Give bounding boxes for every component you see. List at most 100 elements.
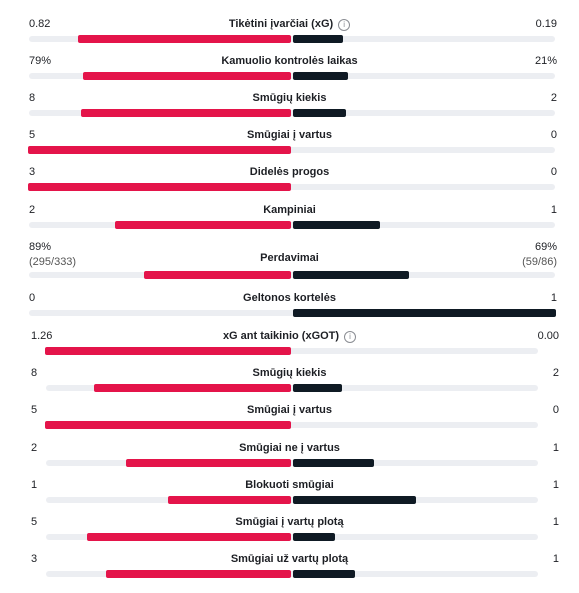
home-bar [78, 35, 291, 43]
stat-row: Geltonos kortelės 0 1 [0, 292, 579, 332]
away-value: 1 [552, 479, 559, 491]
stat-label: Smūgiai į vartų plotą [0, 516, 579, 529]
stat-row: Smūgiai ne į vartus 2 1 [0, 442, 579, 482]
home-bar [126, 459, 291, 467]
stat-track [29, 73, 555, 79]
home-value: 5 [31, 404, 38, 416]
stat-track [46, 422, 538, 428]
away-bar [293, 496, 416, 504]
stat-track [29, 222, 555, 228]
away-value: 1 [552, 553, 559, 565]
stat-label-text: Smūgiai ne į vartus [239, 442, 340, 454]
stat-track [29, 272, 555, 278]
stat-track [46, 385, 538, 391]
stat-label: Didelės progos [0, 166, 579, 179]
away-value: 1 [552, 442, 559, 454]
stat-row: Didelės progos 3 0 [0, 166, 579, 206]
away-value: 0 [550, 166, 557, 178]
away-bar [293, 309, 556, 317]
home-value: 8 [29, 92, 36, 104]
home-bar [45, 421, 291, 429]
away-value: 0.19 [535, 18, 557, 30]
home-bar [144, 271, 291, 279]
stat-label: Geltonos kortelės [0, 292, 579, 305]
home-value: 0 [29, 292, 36, 304]
stat-label-text: Smūgiai į vartų plotą [235, 516, 344, 528]
stat-track [46, 497, 538, 503]
away-value: 1 [550, 292, 557, 304]
home-value: 0.82 [29, 18, 51, 30]
away-value: 2 [552, 367, 559, 379]
stat-row: Smūgiai už vartų plotą 3 1 [0, 553, 579, 593]
stat-row: Smūgiai į vartų plotą 5 1 [0, 516, 579, 556]
stat-row: Blokuoti smūgiai 1 1 [0, 479, 579, 519]
stat-label: Kampiniai [0, 204, 579, 217]
stat-label-text: Smūgiai į vartus [247, 404, 332, 416]
info-icon[interactable]: i [344, 331, 357, 343]
home-bar [45, 347, 291, 355]
away-bar [293, 384, 342, 392]
stat-row: xG ant taikinio (xGOT) i 1.26 0.00 [0, 330, 579, 370]
stat-label-text: Blokuoti smūgiai [245, 479, 334, 491]
stat-label: Smūgiai į vartus [0, 129, 579, 142]
stat-label-text: Smūgiai už vartų plotą [230, 553, 349, 565]
stat-track [29, 310, 555, 316]
away-bar [293, 109, 346, 117]
stat-row: Smūgių kiekis 8 2 [0, 367, 579, 407]
stat-track [46, 460, 538, 466]
stat-label-text: Smūgiai į vartus [247, 129, 332, 141]
home-bar [28, 183, 291, 191]
stat-label: Smūgių kiekis [0, 367, 579, 380]
away-value: 0 [552, 404, 559, 416]
stat-label: Smūgiai į vartus [0, 404, 579, 417]
away-subvalue: (59/86) [522, 256, 557, 268]
stat-row: Smūgiai į vartus 5 0 [0, 129, 579, 169]
stat-track [46, 571, 538, 577]
stat-track [46, 348, 538, 354]
stat-label-text: Smūgių kiekis [252, 367, 327, 379]
home-bar [83, 72, 291, 80]
info-icon[interactable]: i [338, 19, 351, 31]
stat-track [29, 184, 555, 190]
stat-row: Perdavimai 89% 69% (295/333) (59/86) [0, 241, 579, 281]
stat-row: Smūgių kiekis 8 2 [0, 92, 579, 132]
home-value: 8 [31, 367, 38, 379]
home-value: 1.26 [31, 330, 53, 342]
home-bar [168, 496, 291, 504]
home-value: 3 [29, 166, 36, 178]
stat-label-text: Kamuolio kontrolės laikas [221, 55, 358, 67]
home-value: 2 [31, 442, 38, 454]
home-value: 1 [31, 479, 38, 491]
stat-label-text: Perdavimai [260, 252, 319, 264]
stat-label: Smūgiai už vartų plotą [0, 553, 579, 566]
stat-label-text: Geltonos kortelės [243, 292, 336, 304]
stat-label-text: Didelės progos [249, 166, 330, 178]
stat-track [29, 36, 555, 42]
away-value: 1 [550, 204, 557, 216]
home-value: 89% [29, 241, 52, 253]
away-bar [293, 221, 380, 229]
home-value: 3 [31, 553, 38, 565]
stat-row: Kamuolio kontrolės laikas 79% 21% [0, 55, 579, 95]
stat-track [29, 110, 555, 116]
stat-label: Tikėtini įvarčiai (xG) i [0, 18, 579, 31]
home-bar [106, 570, 291, 578]
home-bar [94, 384, 291, 392]
stat-track [46, 534, 538, 540]
away-bar [293, 570, 355, 578]
stat-label: Smūgiai ne į vartus [0, 442, 579, 455]
home-value: 5 [31, 516, 38, 528]
away-value: 21% [534, 55, 557, 67]
away-bar [293, 459, 374, 467]
away-value: 2 [550, 92, 557, 104]
stat-label-text: Smūgių kiekis [252, 92, 327, 104]
away-value: 69% [534, 241, 557, 253]
stat-label: Smūgių kiekis [0, 92, 579, 105]
stat-label: Perdavimai [0, 252, 579, 265]
away-bar [293, 271, 409, 279]
away-value: 0 [550, 129, 557, 141]
away-value: 1 [552, 516, 559, 528]
stat-label: Blokuoti smūgiai [0, 479, 579, 492]
home-subvalue: (295/333) [29, 256, 77, 268]
